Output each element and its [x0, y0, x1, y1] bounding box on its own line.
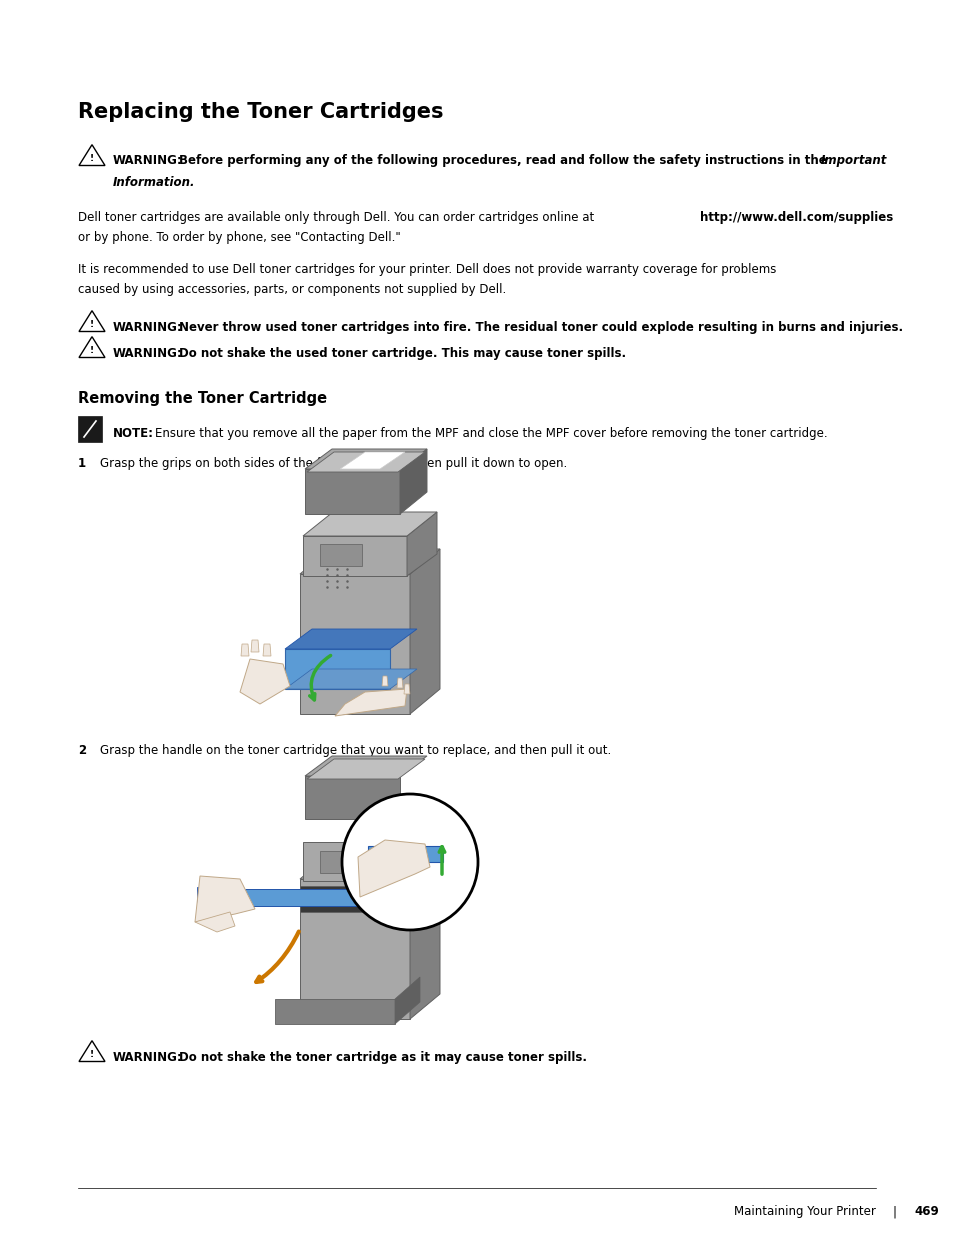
Polygon shape: [194, 876, 254, 923]
Bar: [319, 851, 361, 873]
Polygon shape: [381, 676, 388, 685]
Bar: [319, 543, 361, 566]
Polygon shape: [410, 853, 439, 1019]
Text: !: !: [90, 320, 94, 329]
Polygon shape: [299, 853, 439, 879]
Text: Do not shake the toner cartridge as it may cause toner spills.: Do not shake the toner cartridge as it m…: [179, 1051, 586, 1065]
Polygon shape: [403, 684, 410, 694]
Polygon shape: [251, 640, 258, 652]
Polygon shape: [396, 678, 402, 688]
Text: Replacing the Toner Cartridges: Replacing the Toner Cartridges: [78, 103, 443, 122]
Text: Grasp the grips on both sides of the front cover, and then pull it down to open.: Grasp the grips on both sides of the fro…: [100, 457, 567, 471]
Bar: [368, 846, 442, 862]
Polygon shape: [305, 450, 427, 469]
Polygon shape: [299, 574, 410, 714]
Polygon shape: [303, 842, 407, 881]
Text: WARNING:: WARNING:: [112, 321, 183, 333]
Polygon shape: [285, 669, 416, 689]
Polygon shape: [299, 885, 385, 911]
Text: Do not shake the used toner cartridge. This may cause toner spills.: Do not shake the used toner cartridge. T…: [179, 347, 625, 359]
Text: Ensure that you remove all the paper from the MPF and close the MPF cover before: Ensure that you remove all the paper fro…: [154, 427, 827, 440]
Text: !: !: [90, 346, 94, 354]
Text: Before performing any of the following procedures, read and follow the safety in: Before performing any of the following p…: [179, 154, 826, 167]
Text: 2: 2: [78, 743, 86, 757]
Polygon shape: [285, 650, 390, 689]
Polygon shape: [339, 452, 405, 469]
Text: Grasp the handle on the toner cartridge that you want to replace, and then pull : Grasp the handle on the toner cartridge …: [100, 743, 611, 757]
Polygon shape: [303, 513, 436, 536]
Circle shape: [341, 794, 477, 930]
Polygon shape: [407, 818, 436, 881]
Polygon shape: [299, 550, 439, 574]
Polygon shape: [335, 689, 407, 716]
Text: WARNING:: WARNING:: [112, 1051, 183, 1065]
Text: |: |: [891, 1205, 895, 1218]
Text: Removing the Toner Cartridge: Removing the Toner Cartridge: [78, 391, 327, 406]
Text: NOTE:: NOTE:: [112, 427, 153, 440]
Polygon shape: [305, 776, 399, 819]
Polygon shape: [305, 756, 427, 776]
Polygon shape: [263, 643, 271, 656]
Text: 469: 469: [913, 1205, 938, 1218]
Text: Never throw used toner cartridges into fire. The residual toner could explode re: Never throw used toner cartridges into f…: [179, 321, 902, 333]
Polygon shape: [410, 550, 439, 714]
Text: !: !: [90, 1050, 94, 1058]
Polygon shape: [307, 452, 424, 472]
Text: Maintaining Your Printer: Maintaining Your Printer: [734, 1205, 875, 1218]
Text: caused by using accessories, parts, or components not supplied by Dell.: caused by using accessories, parts, or c…: [78, 283, 506, 296]
Polygon shape: [194, 911, 234, 932]
Text: WARNING:: WARNING:: [112, 347, 183, 359]
Bar: [196, 887, 216, 909]
Text: !: !: [90, 154, 94, 163]
Polygon shape: [395, 977, 419, 1024]
Polygon shape: [241, 643, 249, 656]
Polygon shape: [274, 999, 395, 1024]
Polygon shape: [407, 513, 436, 576]
Polygon shape: [399, 450, 427, 514]
Polygon shape: [307, 760, 424, 779]
Polygon shape: [240, 659, 290, 704]
Text: 1: 1: [78, 457, 86, 471]
Text: or by phone. To order by phone, see "Contacting Dell.": or by phone. To order by phone, see "Con…: [78, 231, 400, 245]
Polygon shape: [303, 536, 407, 576]
Polygon shape: [299, 879, 410, 1019]
Bar: [78, 416, 102, 442]
Polygon shape: [357, 840, 430, 897]
Polygon shape: [285, 629, 416, 650]
Polygon shape: [200, 889, 382, 906]
Polygon shape: [305, 469, 399, 514]
Text: Dell toner cartridges are available only through Dell. You can order cartridges : Dell toner cartridges are available only…: [78, 211, 594, 224]
Text: Important: Important: [821, 154, 886, 167]
Text: WARNING:: WARNING:: [112, 154, 183, 167]
Text: http://www.dell.com/supplies: http://www.dell.com/supplies: [700, 211, 892, 224]
Text: It is recommended to use Dell toner cartridges for your printer. Dell does not p: It is recommended to use Dell toner cart…: [78, 263, 776, 275]
Text: Information.: Information.: [112, 175, 195, 189]
